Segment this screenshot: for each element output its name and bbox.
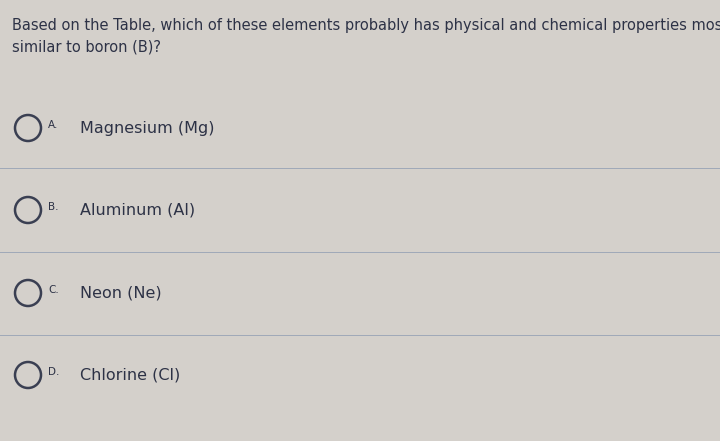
- Text: C.: C.: [48, 285, 59, 295]
- Text: B.: B.: [48, 202, 58, 212]
- Text: similar to boron (B)?: similar to boron (B)?: [12, 40, 161, 55]
- Text: Magnesium (Mg): Magnesium (Mg): [80, 120, 215, 135]
- Text: D.: D.: [48, 367, 59, 377]
- Text: Aluminum (Al): Aluminum (Al): [80, 202, 195, 217]
- Text: Neon (Ne): Neon (Ne): [80, 285, 161, 300]
- Text: A.: A.: [48, 120, 58, 130]
- Text: Chlorine (Cl): Chlorine (Cl): [80, 367, 180, 382]
- Text: Based on the Table, which of these elements probably has physical and chemical p: Based on the Table, which of these eleme…: [12, 18, 720, 33]
